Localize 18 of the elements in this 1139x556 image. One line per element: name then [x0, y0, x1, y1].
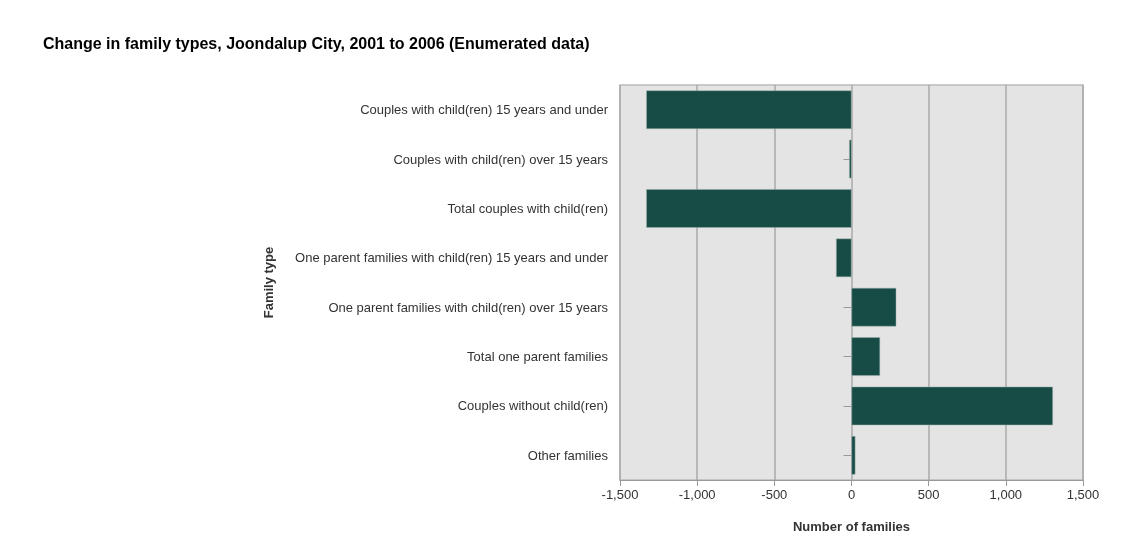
- y-tick-label: Couples with child(ren) 15 years and under: [360, 102, 609, 118]
- y-tick-label: Other families: [527, 447, 609, 463]
- x-tick-label: -1,000: [678, 487, 716, 502]
- x-tick-label: 1,500: [1066, 487, 1100, 502]
- y-tick-label: One parent families with child(ren) over 15 years: [328, 299, 609, 315]
- x-tick-label: -500: [761, 487, 788, 502]
- y-axis-title: Family type: [261, 246, 276, 319]
- y-tick-label: Couples with child(ren) over 15 years: [393, 151, 609, 167]
- x-tick-label: -1,500: [601, 487, 639, 502]
- x-tick-label: 1,000: [989, 487, 1023, 502]
- y-tick-label: Total couples with child(ren): [447, 200, 608, 216]
- x-axis-title: Number of families: [792, 519, 911, 534]
- text: Change in family types, Joondalup City, 2001 to 2006 (Enumerated data): [43, 34, 590, 52]
- x-tick-label: 0: [847, 487, 856, 502]
- x-tick-label: 500: [917, 487, 940, 502]
- y-tick-label: Couples without child(ren): [457, 398, 608, 414]
- y-tick-label: One parent families with child(ren) 15 years and under: [295, 250, 609, 266]
- y-tick-label: Total one parent families: [467, 349, 609, 365]
